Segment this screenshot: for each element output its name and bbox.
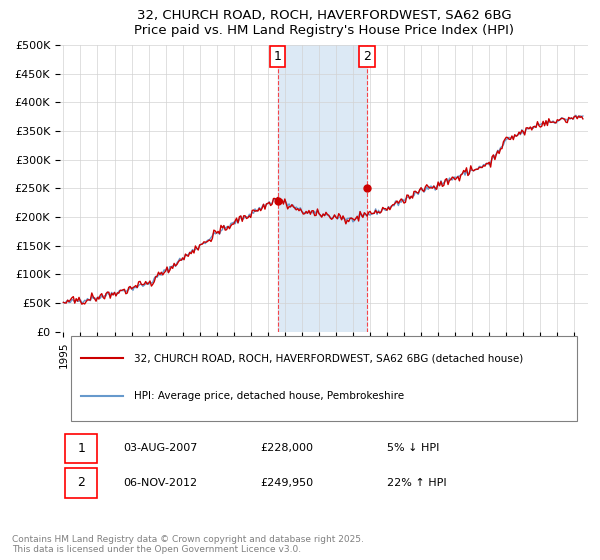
Text: 1: 1 <box>77 442 85 455</box>
Text: 1: 1 <box>274 50 281 63</box>
Text: £249,950: £249,950 <box>260 478 314 488</box>
Bar <box>278 45 367 332</box>
FancyBboxPatch shape <box>65 433 97 463</box>
FancyBboxPatch shape <box>65 468 97 498</box>
Text: 06-NOV-2012: 06-NOV-2012 <box>124 478 197 488</box>
Text: 03-AUG-2007: 03-AUG-2007 <box>124 444 198 454</box>
Text: 32, CHURCH ROAD, ROCH, HAVERFORDWEST, SA62 6BG (detached house): 32, CHURCH ROAD, ROCH, HAVERFORDWEST, SA… <box>134 353 523 363</box>
FancyBboxPatch shape <box>71 337 577 421</box>
Text: £228,000: £228,000 <box>260 444 314 454</box>
Title: 32, CHURCH ROAD, ROCH, HAVERFORDWEST, SA62 6BG
Price paid vs. HM Land Registry's: 32, CHURCH ROAD, ROCH, HAVERFORDWEST, SA… <box>134 9 514 37</box>
Text: HPI: Average price, detached house, Pembrokeshire: HPI: Average price, detached house, Pemb… <box>134 391 404 400</box>
Text: 2: 2 <box>363 50 371 63</box>
Text: 2: 2 <box>77 477 85 489</box>
Text: 22% ↑ HPI: 22% ↑ HPI <box>388 478 447 488</box>
Text: 5% ↓ HPI: 5% ↓ HPI <box>388 444 440 454</box>
Text: Contains HM Land Registry data © Crown copyright and database right 2025.
This d: Contains HM Land Registry data © Crown c… <box>12 535 364 554</box>
